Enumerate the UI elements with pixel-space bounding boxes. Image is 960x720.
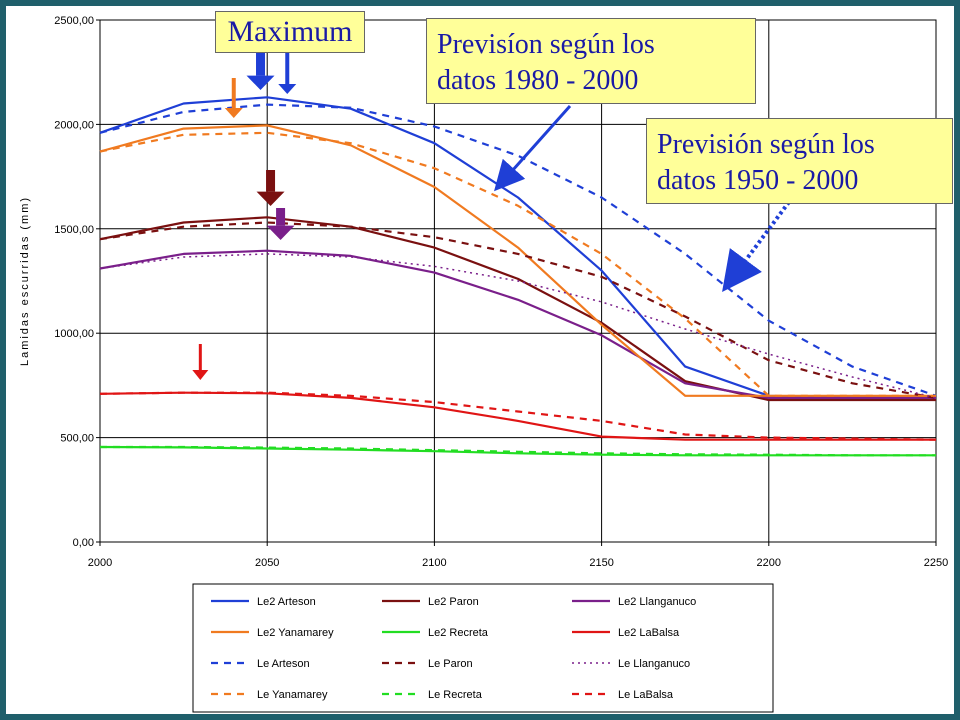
legend-label: Le2 Yanamarey	[257, 627, 334, 639]
series-lines	[99, 96, 937, 457]
series-line-le2-paron	[99, 216, 936, 402]
maximum-arrow-head	[256, 191, 285, 206]
legend-label: Le LaBalsa	[618, 689, 674, 701]
maximum-callout: Maximum	[215, 11, 365, 53]
legend-label: Le Yanamarey	[257, 689, 328, 701]
legend-label: Le Recreta	[428, 689, 483, 701]
legend-label: Le Arteson	[257, 658, 310, 670]
y-tick-labels: 0,00 500,00 1000,00 1500,00 2000,00 2500,00	[54, 15, 94, 549]
runoff-projection-chart: 0,00 500,00 1000,00 1500,00 2000,00 2500,00 2…	[19, 15, 948, 713]
y-axis-label: Lamidas escurridas (mm)	[19, 196, 31, 366]
legend-label: Le2 LaBalsa	[618, 627, 680, 639]
prevision-1950-line1: Previsión según los	[657, 129, 875, 160]
legend-label: Le2 Recreta	[428, 627, 489, 639]
y-tick-label: 1500,00	[54, 224, 94, 236]
x-tick-label: 2200	[757, 557, 781, 569]
prevision-pointers	[494, 105, 791, 293]
x-tick-label: 2100	[422, 557, 446, 569]
y-tick-label: 2500,00	[54, 15, 94, 27]
prevision-1950-callout: Previsión según los datos 1950 - 2000	[646, 118, 953, 204]
x-tick-label: 2150	[589, 557, 613, 569]
series-line-le-labalsa	[99, 391, 937, 441]
legend-label: Le2 Arteson	[257, 596, 316, 608]
y-tick-label: 2000,00	[54, 119, 94, 131]
maximum-arrow-head	[266, 225, 295, 240]
y-tick-label: 500,00	[60, 433, 94, 445]
series-line-le2-yanamarey	[99, 124, 936, 397]
maximum-arrow-head	[278, 84, 297, 94]
legend-label: Le2 Llanganuco	[618, 596, 696, 608]
x-tick-label: 2250	[924, 557, 948, 569]
prevision-1980-callout: Previsíon según los datos 1980 - 2000	[426, 18, 756, 104]
slide-frame: 0,00 500,00 1000,00 1500,00 2000,00 2500,00 2…	[6, 6, 954, 714]
legend: Le2 Arteson Le2 Paron Le2 Llanganuco Le2 Ya…	[211, 596, 696, 701]
x-tick-labels: 2000 2050 2100 2150 2200 2250	[88, 557, 948, 569]
series-line-le-yanamarey	[99, 131, 936, 397]
legend-box	[192, 583, 774, 713]
pointer-1980-arrow	[494, 105, 572, 192]
series-line-le-llanganuco	[99, 253, 937, 399]
prevision-1980-line1: Previsíon según los	[437, 29, 655, 60]
x-tick-label: 2000	[88, 557, 112, 569]
prevision-1950-line2: datos 1950 - 2000	[657, 165, 859, 196]
maximum-arrows	[192, 46, 297, 380]
maximum-arrow-head	[192, 370, 209, 380]
x-tick-label: 2050	[255, 557, 279, 569]
y-tick-label: 0,00	[73, 537, 94, 549]
maximum-label: Maximum	[227, 15, 353, 48]
series-line-le2-llanganuco	[99, 249, 936, 399]
series-line-le-paron	[99, 221, 937, 399]
series-line-le2-labalsa	[99, 391, 936, 441]
legend-label: Le Paron	[428, 658, 473, 670]
maximum-arrow-head	[246, 75, 275, 90]
legend-label: Le2 Paron	[428, 596, 479, 608]
series-line-le2-recreta	[99, 445, 936, 457]
legend-label: Le Llanganuco	[618, 658, 690, 670]
maximum-arrow-head	[224, 108, 243, 118]
y-tick-label: 1000,00	[54, 328, 94, 340]
series-line-le-recreta	[100, 445, 936, 457]
prevision-1980-line2: datos 1980 - 2000	[437, 65, 639, 96]
